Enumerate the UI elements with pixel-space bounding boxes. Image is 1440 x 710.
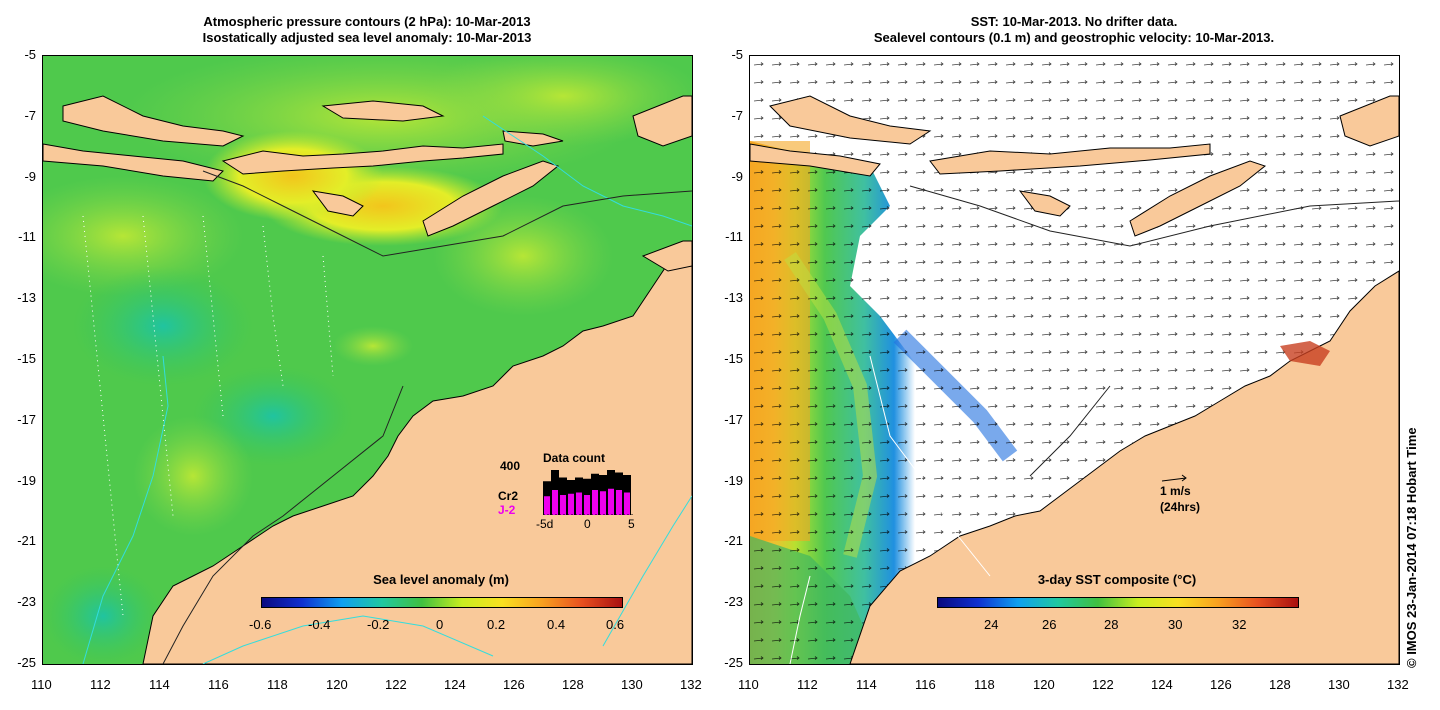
right-y-tick--17: -17 bbox=[724, 411, 743, 427]
data-count-series1-label: Cr2 bbox=[498, 489, 519, 503]
data-count-bar-j2 bbox=[576, 492, 582, 515]
left-title-line1: Atmospheric pressure contours (2 hPa): 1… bbox=[203, 14, 531, 29]
left-x-tick-130: 130 bbox=[621, 677, 643, 692]
data-count-bar-j2 bbox=[600, 491, 606, 515]
right-colorbar-tick-0: 24 bbox=[984, 617, 999, 632]
data-count-bar-j2 bbox=[624, 492, 630, 515]
velocity-scale-label: 1 m/s bbox=[1160, 484, 1191, 498]
left-x-tick-110: 110 bbox=[31, 677, 52, 692]
left-y-tick--17: -17 bbox=[17, 411, 36, 427]
right-colorbar-label: 3-day SST composite (°C) bbox=[1037, 572, 1197, 587]
right-y-tick--7: -7 bbox=[731, 107, 743, 123]
left-colorbar-tick-6: 0.6 bbox=[606, 617, 625, 632]
right-colorbar-tick-1: 26 bbox=[1042, 617, 1057, 632]
right-x-tick-122: 122 bbox=[1092, 677, 1114, 692]
right-y-tick--23: -23 bbox=[724, 594, 743, 610]
sea-level-anomaly-map: Data count 400 Cr2 J-2 -5d 0 5 Sea level… bbox=[42, 55, 693, 665]
right-x-tick-114: 114 bbox=[856, 677, 877, 692]
right-y-tick--21: -21 bbox=[724, 533, 743, 549]
data-count-inset: Data count 400 Cr2 J-2 -5d 0 5 bbox=[498, 451, 648, 531]
right-x-tick-128: 128 bbox=[1269, 677, 1291, 692]
left-x-tick-126: 126 bbox=[503, 677, 525, 692]
right-y-tick--15: -15 bbox=[724, 351, 743, 366]
left-x-tick-128: 128 bbox=[562, 677, 584, 692]
data-count-bar-j2 bbox=[560, 495, 566, 515]
right-x-tick-112: 112 bbox=[797, 677, 818, 692]
data-count-bar-j2 bbox=[616, 490, 622, 515]
data-count-bar-j2 bbox=[608, 488, 614, 515]
data-count-bar-j2 bbox=[568, 493, 574, 515]
data-count-xtick-0: -5d bbox=[536, 517, 554, 531]
left-y-tick--9: -9 bbox=[24, 168, 36, 184]
left-x-tick-132: 132 bbox=[680, 677, 702, 692]
right-y-tick--5: -5 bbox=[731, 47, 743, 62]
left-x-tick-124: 124 bbox=[444, 677, 466, 692]
left-colorbar-tick-4: 0.2 bbox=[487, 617, 506, 632]
velocity-scale-sublabel: (24hrs) bbox=[1160, 500, 1201, 514]
right-y-tick--13: -13 bbox=[724, 290, 743, 306]
right-y-tick--9: -9 bbox=[731, 168, 743, 184]
right-x-tick-120: 120 bbox=[1033, 677, 1055, 692]
right-y-tick--25: -25 bbox=[724, 655, 743, 670]
left-colorbar-tick-3: 0 bbox=[436, 617, 444, 632]
right-y-tick--19: -19 bbox=[724, 472, 743, 488]
sst-map: 1 m/s (24hrs) 3-day SST composite (°C) 2… bbox=[749, 55, 1400, 665]
sea-level-anomaly-map-svg bbox=[43, 56, 692, 664]
left-y-tick--25: -25 bbox=[17, 655, 36, 670]
left-title: Atmospheric pressure contours (2 hPa): 1… bbox=[42, 14, 692, 46]
data-count-max-label: 400 bbox=[500, 459, 521, 473]
data-count-series2-label: J-2 bbox=[498, 503, 516, 517]
left-colorbar bbox=[261, 597, 623, 608]
data-count-bar-j2 bbox=[584, 495, 590, 515]
right-x-tick-126: 126 bbox=[1210, 677, 1232, 692]
left-title-line2: Isostatically adjusted sea level anomaly… bbox=[202, 30, 532, 45]
sst-map-svg bbox=[750, 56, 1399, 664]
right-x-tick-130: 130 bbox=[1328, 677, 1350, 692]
left-y-tick--21: -21 bbox=[17, 533, 36, 549]
left-colorbar-tick-2: -0.2 bbox=[367, 617, 390, 632]
data-count-xtick-2: 5 bbox=[628, 517, 635, 531]
left-x-tick-114: 114 bbox=[149, 677, 170, 692]
right-title: SST: 10-Mar-2013. No drifter data. Seale… bbox=[749, 14, 1399, 46]
left-y-tick--11: -11 bbox=[18, 229, 36, 245]
left-x-tick-122: 122 bbox=[385, 677, 407, 692]
right-title-line1: SST: 10-Mar-2013. No drifter data. bbox=[970, 14, 1178, 29]
right-colorbar bbox=[937, 597, 1299, 608]
right-colorbar-tick-4: 32 bbox=[1232, 617, 1247, 632]
data-count-bar-j2 bbox=[544, 496, 550, 515]
right-y-tick--11: -11 bbox=[725, 229, 743, 245]
right-title-line2: Sealevel contours (0.1 m) and geostrophi… bbox=[873, 30, 1275, 45]
imos-credit: © IMOS 23-Jan-2014 07:18 Hobart Time bbox=[1404, 427, 1419, 668]
left-colorbar-tick-5: 0.4 bbox=[547, 617, 566, 632]
data-count-bar-j2 bbox=[592, 490, 598, 515]
left-x-tick-120: 120 bbox=[326, 677, 348, 692]
data-count-title: Data count bbox=[543, 451, 606, 465]
right-x-tick-132: 132 bbox=[1387, 677, 1409, 692]
right-x-tick-118: 118 bbox=[974, 677, 995, 692]
right-colorbar-tick-2: 28 bbox=[1104, 617, 1119, 632]
right-x-tick-116: 116 bbox=[915, 677, 936, 692]
left-x-tick-112: 112 bbox=[90, 677, 111, 692]
left-x-tick-116: 116 bbox=[208, 677, 229, 692]
right-x-tick-110: 110 bbox=[738, 677, 759, 692]
left-colorbar-tick-0: -0.6 bbox=[249, 617, 272, 632]
data-count-bar-j2 bbox=[552, 490, 558, 515]
left-colorbar-tick-1: -0.4 bbox=[308, 617, 331, 632]
left-y-tick--7: -7 bbox=[24, 107, 36, 123]
left-y-tick--13: -13 bbox=[17, 290, 36, 306]
left-y-tick--19: -19 bbox=[17, 472, 36, 488]
left-colorbar-label: Sea level anomaly (m) bbox=[373, 572, 509, 587]
left-y-tick--5: -5 bbox=[24, 47, 36, 62]
right-x-tick-124: 124 bbox=[1151, 677, 1173, 692]
data-count-bars bbox=[543, 470, 635, 515]
left-x-tick-118: 118 bbox=[267, 677, 288, 692]
data-count-xtick-1: 0 bbox=[584, 517, 591, 531]
left-y-tick--23: -23 bbox=[17, 594, 36, 610]
right-colorbar-tick-3: 30 bbox=[1168, 617, 1183, 632]
left-y-tick--15: -15 bbox=[17, 351, 36, 366]
